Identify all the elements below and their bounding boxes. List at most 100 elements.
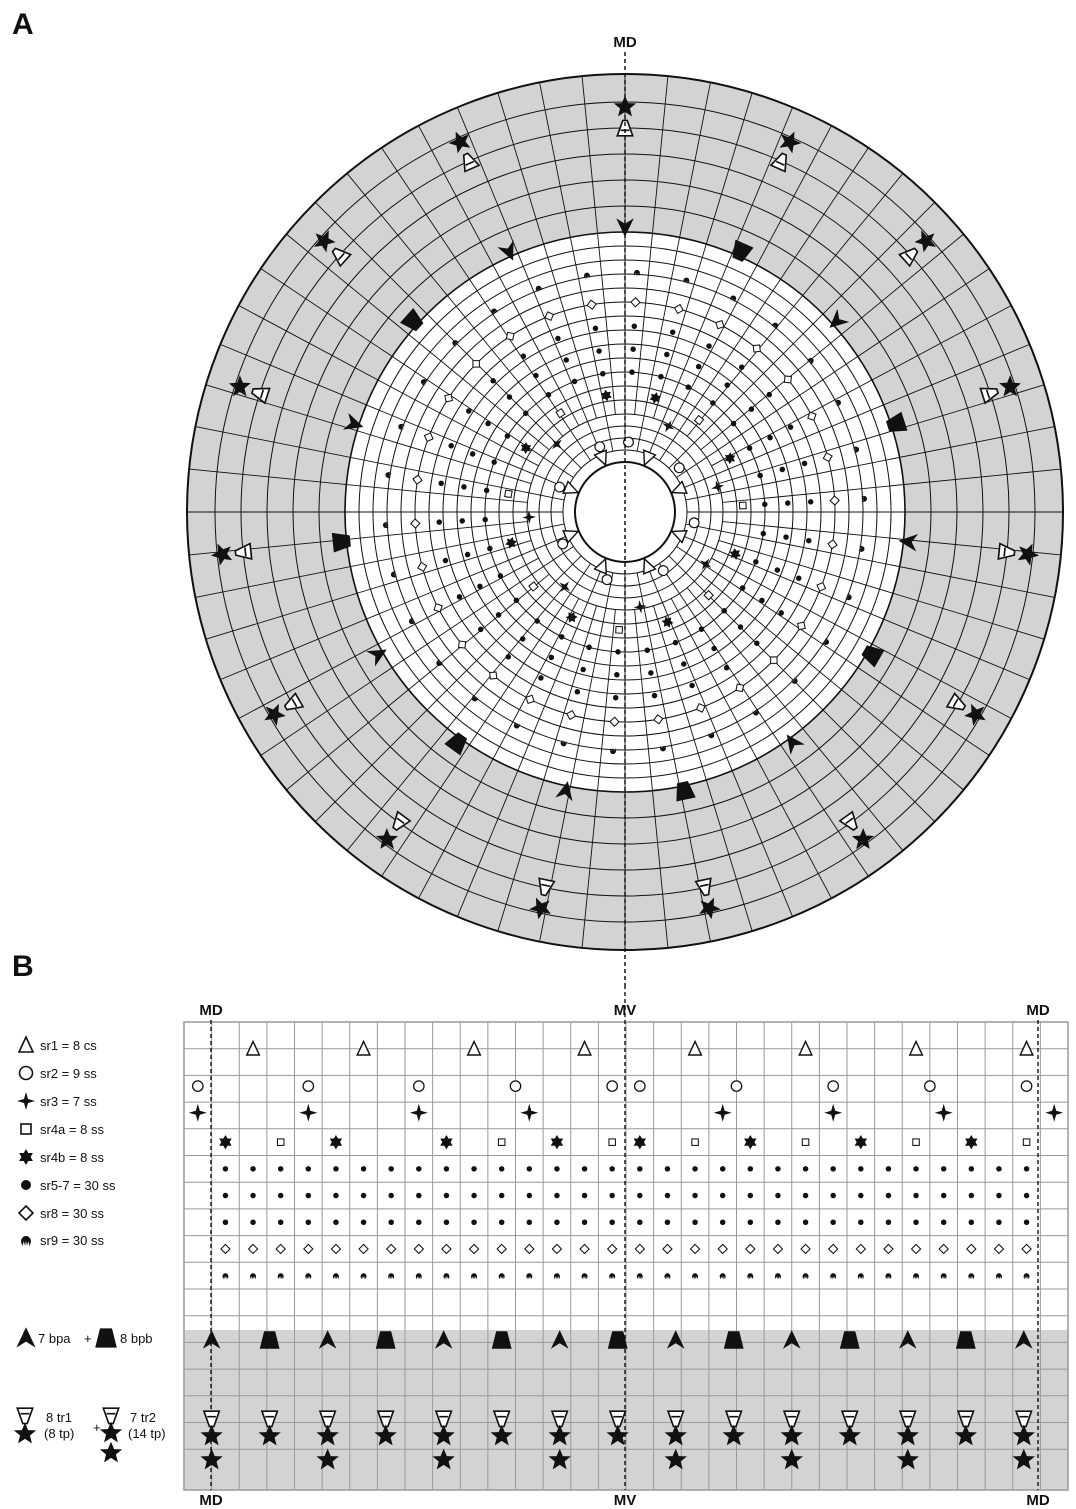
sr5-7-grid-mark bbox=[858, 1166, 864, 1172]
sr5-7-grid-mark bbox=[416, 1166, 422, 1172]
sr5-7-grid-mark bbox=[526, 1219, 533, 1225]
sr5-7-grid-mark bbox=[802, 1192, 809, 1199]
sr5-7-grid-mark bbox=[250, 1166, 256, 1172]
sr5-7-grid-mark bbox=[637, 1192, 643, 1199]
radial-spoke bbox=[314, 201, 582, 469]
sr5-7-grid-mark bbox=[1023, 1166, 1030, 1172]
radial-spoke bbox=[497, 605, 597, 932]
legend-item-sr8: sr8 = 30 ss bbox=[18, 1205, 104, 1221]
tr2-star-icon-2 bbox=[99, 1441, 123, 1463]
sr5-7-grid-mark bbox=[692, 1192, 698, 1199]
sr4a-ring-mark bbox=[615, 625, 624, 634]
unrolled-grid bbox=[183, 985, 1069, 1491]
radial-spoke bbox=[648, 107, 794, 455]
sr5-7-grid-mark bbox=[333, 1192, 339, 1199]
sr5-7-grid-mark bbox=[885, 1166, 892, 1172]
radial-spoke bbox=[456, 569, 602, 917]
radial-spoke bbox=[711, 557, 1012, 719]
radial-spoke bbox=[668, 555, 936, 823]
bpa-arrowhead-icon bbox=[16, 1327, 36, 1348]
sr5-7-grid-mark bbox=[719, 1166, 726, 1172]
sr5-7-grid-mark bbox=[996, 1166, 1002, 1172]
radial-spoke bbox=[195, 426, 565, 501]
triangle-open-icon bbox=[18, 1036, 34, 1053]
radial-spoke bbox=[636, 82, 711, 452]
sr5-7-grid-mark bbox=[913, 1192, 919, 1199]
sr5-7-grid-mark bbox=[968, 1166, 975, 1172]
md-axis-label-a: MD bbox=[613, 34, 636, 51]
four-point-star-icon bbox=[17, 1092, 35, 1110]
legend-item-sr9: sr9 = 30 ss bbox=[21, 1233, 104, 1248]
sr5-7-grid-mark bbox=[747, 1219, 754, 1225]
grid-border bbox=[183, 1021, 1069, 1491]
radial-spoke bbox=[659, 147, 869, 461]
legend-label-sr9: sr9 = 30 ss bbox=[40, 1233, 104, 1248]
sr5-7-grid-mark bbox=[719, 1219, 726, 1225]
sr5-7-grid-mark bbox=[996, 1192, 1002, 1199]
radial-spoke bbox=[238, 557, 539, 719]
sr5-7-grid-mark bbox=[498, 1219, 505, 1225]
sr5-7-grid-mark bbox=[609, 1192, 615, 1199]
sr4a-grid-mark bbox=[497, 1138, 506, 1146]
radial-spoke bbox=[653, 92, 753, 419]
sr5-7-grid-mark bbox=[968, 1219, 975, 1225]
radial-spoke bbox=[685, 523, 1055, 598]
legend-item-bp: 7 bpa + 8 bpb bbox=[16, 1327, 153, 1348]
radial-spoke bbox=[686, 173, 904, 437]
radial-spoke bbox=[648, 569, 794, 917]
sr2-grid-mark bbox=[924, 1080, 936, 1092]
legend-label-tr2-sub: (14 tp) bbox=[128, 1426, 166, 1441]
sr5-7-grid-mark bbox=[360, 1219, 367, 1225]
radial-spoke bbox=[636, 572, 711, 942]
md-axis-label-left-top: MD bbox=[199, 1002, 222, 1019]
sr5-7-grid-mark bbox=[388, 1219, 394, 1225]
sr5-7-grid-mark bbox=[775, 1192, 781, 1199]
sr5-7-grid-mark bbox=[858, 1192, 864, 1199]
legend-label-tr2: 7 tr2 bbox=[130, 1410, 156, 1425]
legend: sr1 = 8 cs sr2 = 9 ss sr3 = 7 ss sr4a = … bbox=[13, 1036, 166, 1463]
radial-spoke bbox=[346, 587, 564, 851]
sr5-7-grid-mark bbox=[968, 1192, 975, 1199]
tr2-star-icon-1 bbox=[99, 1421, 123, 1443]
tr2-cup-icon bbox=[102, 1407, 120, 1425]
sr5-7-grid-mark bbox=[830, 1166, 836, 1172]
sr5-7-grid-mark bbox=[498, 1166, 505, 1172]
radial-spoke bbox=[722, 468, 1061, 503]
diamond-open-icon bbox=[18, 1205, 34, 1221]
sr2-grid-mark bbox=[509, 1080, 522, 1092]
six-point-star-icon bbox=[19, 1149, 33, 1165]
sr5-7-grid-mark bbox=[664, 1192, 671, 1199]
radial-spoke bbox=[682, 535, 1030, 681]
legend-label-sr4b: sr4b = 8 ss bbox=[40, 1150, 104, 1165]
radial-spoke bbox=[418, 598, 580, 899]
md-axis-label-right-bottom: MD bbox=[1026, 1492, 1049, 1509]
sr5-7-grid-mark bbox=[885, 1219, 892, 1225]
md-axis-label-right-top: MD bbox=[1026, 1002, 1049, 1019]
radial-spoke bbox=[346, 173, 564, 437]
radial-spoke bbox=[676, 268, 990, 478]
radial-spoke bbox=[260, 268, 574, 478]
sr4a-grid-mark bbox=[912, 1138, 920, 1146]
dot-filled-icon bbox=[21, 1180, 31, 1190]
legend-label-sr2: sr2 = 9 ss bbox=[40, 1066, 97, 1081]
sr5-7-grid-mark bbox=[609, 1166, 615, 1172]
sr5-7-grid-mark bbox=[388, 1166, 394, 1172]
radial-spoke bbox=[195, 523, 565, 598]
radial-spoke bbox=[189, 468, 528, 503]
sr5-7-grid-mark bbox=[996, 1219, 1002, 1225]
radial-spoke bbox=[497, 92, 597, 419]
legend-label-sr8: sr8 = 30 ss bbox=[40, 1206, 104, 1221]
comb-icon bbox=[21, 1236, 31, 1246]
sr5-7-grid-mark bbox=[277, 1192, 284, 1199]
radial-spoke bbox=[286, 573, 550, 791]
sr2-grid-mark bbox=[730, 1080, 743, 1092]
sr5-7-grid-mark bbox=[913, 1166, 919, 1172]
sr5-7-grid-mark bbox=[554, 1166, 560, 1172]
sr5-7-grid-mark bbox=[305, 1219, 312, 1225]
radial-spoke bbox=[670, 125, 832, 426]
sr5-7-grid-mark bbox=[443, 1219, 450, 1225]
radial-spoke bbox=[718, 384, 1045, 484]
radial-spoke bbox=[634, 76, 669, 415]
sr5-7-grid-mark bbox=[802, 1166, 809, 1172]
radial-spoke bbox=[686, 587, 904, 851]
